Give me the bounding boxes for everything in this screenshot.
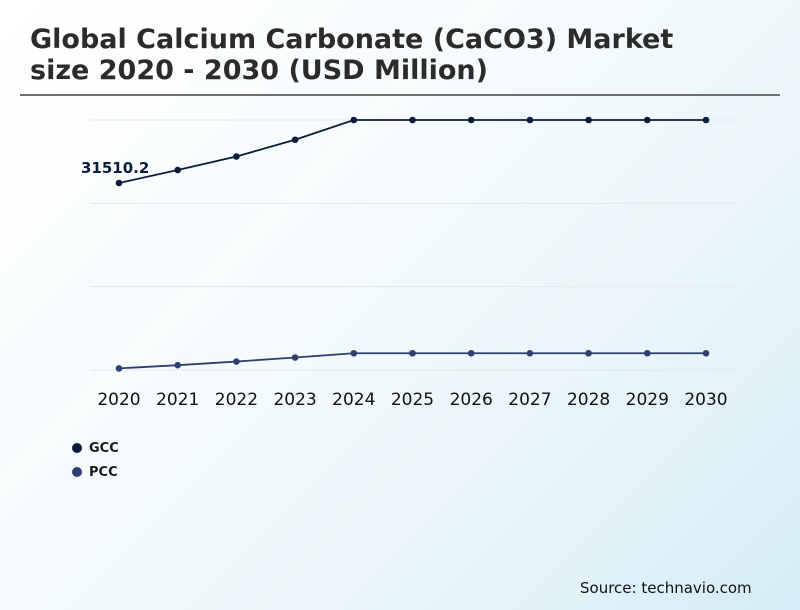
x-tick-label-2022: 2022 <box>215 390 258 410</box>
data-point-pcc-2028 <box>585 349 592 357</box>
legend-item-gcc: GCC <box>72 436 119 460</box>
data-point-pcc-2022 <box>233 358 240 365</box>
data-point-gcc-2024 <box>350 116 358 124</box>
legend: GCC PCC <box>72 436 119 484</box>
title-line-1: Global Calcium Carbonate (CaCO3) Market <box>30 24 674 55</box>
data-point-pcc-2020 <box>115 365 123 372</box>
title-line-2: size 2020 - 2030 (USD Million) <box>30 55 488 86</box>
data-point-pcc-2024 <box>350 349 358 357</box>
data-point-pcc-2027 <box>526 349 534 357</box>
data-point-pcc-2026 <box>467 349 475 357</box>
legend-marker-pcc <box>72 467 82 477</box>
data-point-gcc-2027 <box>526 116 534 124</box>
source-note: Source: technavio.com <box>580 579 752 597</box>
x-tick-label-2028: 2028 <box>567 390 610 410</box>
data-point-gcc-2020 <box>115 179 123 187</box>
x-tick-label-2021: 2021 <box>156 390 199 410</box>
data-point-gcc-2021 <box>174 166 181 174</box>
data-point-gcc-2030 <box>702 116 710 124</box>
data-point-pcc-2023 <box>291 354 299 361</box>
chart-title: Global Calcium Carbonate (CaCO3) Market … <box>30 24 673 86</box>
legend-label-pcc: PCC <box>89 464 118 480</box>
x-tick-label-2023: 2023 <box>273 390 316 410</box>
legend-item-pcc: PCC <box>72 460 119 484</box>
legend-marker-gcc <box>72 443 82 453</box>
x-tick-label-2024: 2024 <box>332 390 375 410</box>
data-point-pcc-2029 <box>644 349 651 357</box>
x-tick-label-2027: 2027 <box>508 390 551 410</box>
data-point-gcc-2029 <box>644 116 651 124</box>
legend-label-gcc: GCC <box>89 440 119 456</box>
x-tick-label-2026: 2026 <box>450 390 493 410</box>
x-tick-label-2029: 2029 <box>626 390 669 410</box>
data-point-gcc-2028 <box>585 116 592 124</box>
data-label-gcc: 31510.2 <box>81 159 149 177</box>
data-point-gcc-2025 <box>409 116 416 124</box>
series-line-gcc <box>118 119 706 184</box>
x-tick-label-2020: 2020 <box>97 390 140 410</box>
data-point-pcc-2025 <box>409 349 416 357</box>
x-tick-label-2030: 2030 <box>684 390 727 410</box>
title-divider <box>20 94 780 96</box>
data-point-gcc-2026 <box>467 116 475 124</box>
data-point-pcc-2021 <box>174 361 181 369</box>
data-point-gcc-2023 <box>291 136 299 144</box>
data-point-gcc-2022 <box>233 153 240 160</box>
data-point-pcc-2030 <box>702 349 710 357</box>
x-tick-label-2025: 2025 <box>391 390 434 410</box>
